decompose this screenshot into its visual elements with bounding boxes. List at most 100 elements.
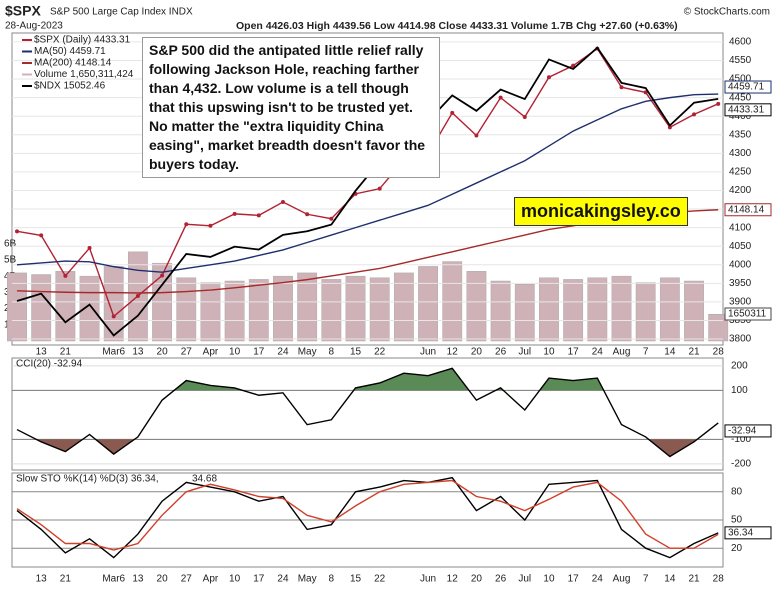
volume-bar: [659, 277, 680, 342]
x-tick-label: 28: [713, 347, 725, 358]
x-tick-label: 17: [253, 347, 265, 358]
y-tick-label: 20: [731, 543, 743, 554]
last-value-label: 36.34: [728, 527, 753, 538]
y-tick-label: 3900: [729, 297, 752, 308]
x-tick-label: 20: [471, 574, 483, 585]
cci-fill-down: [17, 439, 719, 457]
volume-tick-label: 5B: [4, 255, 17, 266]
x-tick-label: 21: [60, 347, 72, 358]
y-tick-label: 4000: [729, 259, 752, 270]
price-point: [377, 186, 382, 191]
price-point: [87, 246, 92, 251]
price-point: [135, 293, 140, 298]
panel-title: Slow STO %K(14) %D(3) 36.34,: [16, 474, 159, 485]
price-point: [474, 133, 479, 138]
price-point: [450, 110, 455, 115]
volume-bar: [466, 271, 487, 342]
volume-tick-label: 6B: [4, 238, 17, 249]
x-tick-label: 21: [688, 347, 700, 358]
volume-bar: [248, 279, 269, 342]
y-tick-label: -200: [731, 459, 751, 470]
panel-frame: [11, 357, 724, 471]
last-value-box: [724, 80, 772, 94]
x-tick-label: Jun: [420, 347, 436, 358]
x-tick-label: 27: [181, 574, 193, 585]
sto-line: [16, 479, 719, 551]
last-value-box: [724, 424, 772, 438]
price-point: [522, 114, 527, 119]
legend-label: $NDX 15052.46: [34, 81, 106, 92]
price-point: [63, 273, 68, 278]
x-tick-label: 21: [688, 574, 700, 585]
legend-label: MA(200) 4148.14: [34, 58, 112, 69]
subtitle: S&P 500 Large Cap Index INDX: [50, 7, 193, 18]
price-point: [15, 229, 19, 234]
y-tick-label: 80: [731, 486, 743, 497]
y-tick-label: 4600: [729, 37, 752, 48]
x-tick-label: 24: [277, 347, 289, 358]
legend-label: MA(50) 4459.71: [34, 46, 106, 57]
last-value-label: 4433.31: [728, 104, 765, 115]
volume-bar: [587, 277, 608, 342]
x-tick-label: Aug: [613, 347, 631, 358]
volume-bar: [345, 275, 366, 342]
y-tick-label: -100: [731, 434, 751, 445]
x-tick-label: 17: [568, 574, 580, 585]
y-tick-label: 4050: [729, 241, 752, 252]
x-tick-label: 21: [60, 574, 72, 585]
y-tick-label: 50: [731, 515, 743, 526]
cci-fill-up: [17, 368, 719, 391]
x-tick-label: 8: [329, 347, 335, 358]
x-tick-label: 24: [592, 347, 604, 358]
y-tick-label: 4250: [729, 167, 752, 178]
y-tick-label: 4300: [729, 148, 752, 159]
volume-bar: [200, 282, 221, 342]
x-tick-label: 26: [495, 347, 507, 358]
y-tick-label: 4100: [729, 222, 752, 233]
y-tick-label: 200: [731, 360, 748, 371]
price-point: [619, 85, 624, 90]
y-tick-label: 3950: [729, 278, 752, 289]
price-point: [498, 95, 503, 100]
x-tick-label: 12: [447, 574, 459, 585]
volume-bar: [418, 266, 438, 342]
x-tick-label: 14: [664, 574, 676, 585]
x-tick-label: 17: [568, 347, 580, 358]
volume-bar: [369, 277, 390, 342]
x-tick-label: 28: [713, 574, 725, 585]
y-tick-label: 4400: [729, 111, 752, 122]
x-tick-label: Mar6: [102, 347, 125, 358]
y-tick-label: 4200: [729, 185, 752, 196]
x-tick-label: Apr: [203, 347, 219, 358]
volume-bar: [442, 261, 463, 342]
x-tick-label: Mar6: [102, 574, 125, 585]
x-tick-label: 8: [329, 574, 335, 585]
volume-bar: [224, 280, 245, 342]
panel-title: 34.68: [192, 474, 217, 485]
volume-bar: [31, 274, 52, 342]
x-tick-label: 10: [229, 347, 241, 358]
x-tick-label: 7: [643, 574, 649, 585]
x-tick-label: 10: [543, 574, 555, 585]
x-tick-label: 24: [277, 574, 289, 585]
last-value-box: [724, 307, 772, 321]
x-tick-label: 7: [643, 347, 649, 358]
quote: Open 4426.03 High 4439.56 Low 4414.98 Cl…: [236, 20, 678, 32]
watermark: monicakingsley.co: [514, 197, 688, 226]
price-point: [692, 112, 697, 117]
last-value-box: [724, 103, 772, 117]
y-tick-label: 3800: [729, 334, 752, 345]
x-tick-label: 20: [471, 347, 483, 358]
volume-bar: [635, 282, 656, 342]
y-tick-label: 3850: [729, 315, 752, 326]
price-point: [208, 223, 213, 228]
last-value-box: [724, 203, 772, 217]
volume-bar: [393, 272, 414, 342]
x-tick-label: Jul: [518, 347, 531, 358]
price-point: [643, 90, 648, 95]
volume-bar: [297, 272, 318, 342]
x-tick-label: Jun: [420, 574, 436, 585]
x-tick-label: 15: [350, 574, 362, 585]
volume-bar: [176, 277, 197, 342]
